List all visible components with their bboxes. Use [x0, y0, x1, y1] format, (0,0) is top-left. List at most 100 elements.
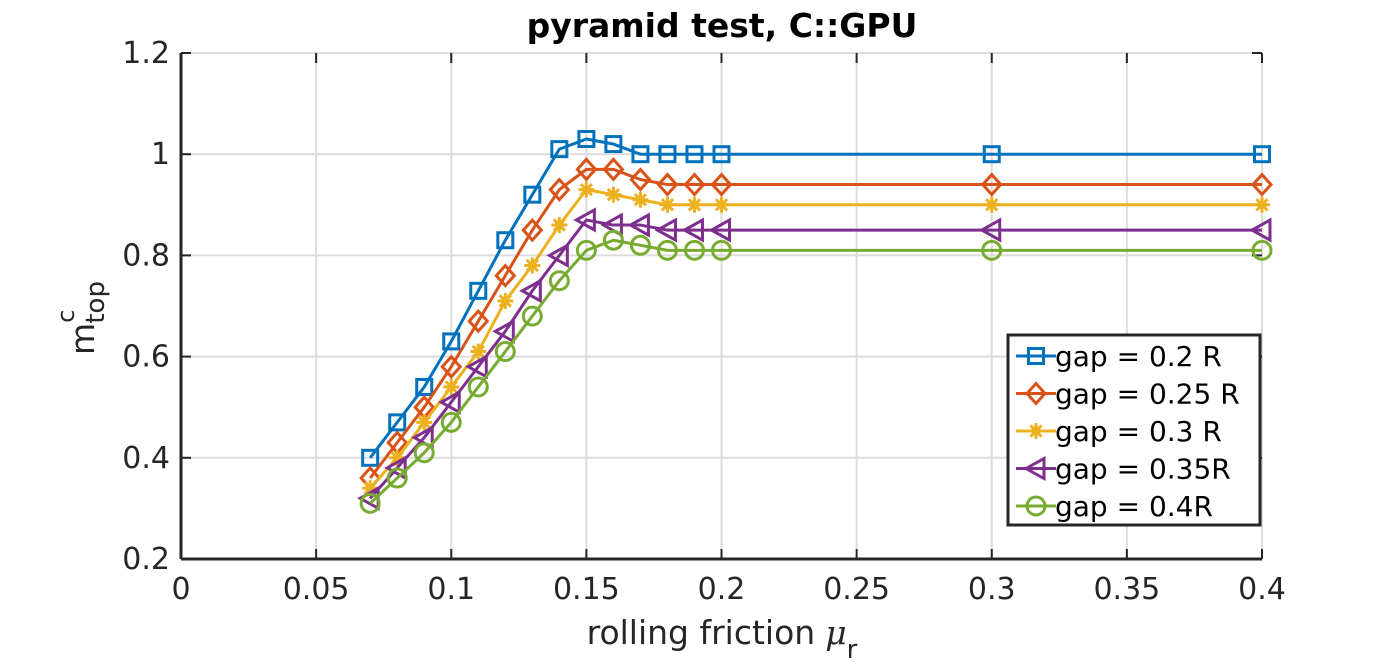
data-point [492, 318, 515, 344]
data-point [416, 414, 433, 431]
data-point [388, 413, 407, 432]
legend-label: gap = 0.3 R [1055, 415, 1222, 448]
data-point [551, 217, 568, 234]
data-point [686, 196, 703, 213]
y-axis-label-text: m [63, 323, 102, 355]
series-2 [362, 181, 1270, 497]
data-point [654, 217, 677, 243]
data-point [494, 263, 517, 288]
data-point [442, 332, 461, 351]
legend-marker [1022, 455, 1046, 482]
legend-entry: gap = 0.3 R [1016, 415, 1222, 448]
data-point [1253, 145, 1271, 164]
x-axis-label-subscript: r [847, 635, 858, 665]
data-point [361, 448, 380, 467]
data-point [713, 196, 730, 213]
data-point [683, 172, 706, 197]
data-point [710, 172, 733, 197]
series-4 [359, 229, 1273, 514]
legend-marker [1027, 347, 1045, 365]
legend-marker [1028, 423, 1044, 439]
x-axis-label-text: rolling friction [587, 613, 816, 652]
data-point [573, 207, 596, 233]
data-point [983, 196, 1000, 213]
legend-marker [1024, 381, 1048, 406]
y-axis-label-subscript: top [81, 281, 111, 324]
data-point [711, 239, 732, 261]
series-line [368, 167, 1262, 479]
data-point [656, 172, 679, 197]
data-point [681, 217, 704, 243]
x-axis-label-symbol: μ [825, 613, 846, 652]
data-point [659, 196, 676, 213]
legend-entry: gap = 0.25 R [1016, 378, 1240, 411]
x-tick-label: 0.15 [553, 572, 620, 607]
data-point [575, 157, 598, 182]
data-point [467, 308, 490, 334]
data-point [546, 242, 569, 268]
data-point [708, 217, 731, 243]
y-tick-label: 0.6 [122, 340, 170, 375]
x-tick-label: 0.3 [968, 572, 1016, 607]
svg-text:mctop: mctop [52, 281, 111, 355]
x-tick-label: 0.4 [1238, 572, 1286, 607]
data-point [631, 145, 650, 164]
data-point [981, 239, 1003, 261]
y-tick-label: 0.4 [122, 441, 170, 476]
data-point [519, 278, 542, 304]
series-line [369, 188, 1262, 490]
data-point [1251, 239, 1273, 261]
x-axis-label: rolling friction μr [587, 613, 858, 665]
series-group [357, 130, 1274, 514]
x-tick-label: 0.1 [427, 572, 475, 607]
data-point [629, 167, 652, 192]
data-point [575, 239, 597, 261]
data-point [1250, 172, 1274, 197]
data-point [521, 217, 544, 243]
x-tick-labels: 0 0.05 0.1 0.15 0.2 0.25 0.3 0.35 0.4 [171, 572, 1285, 607]
data-point [548, 177, 571, 202]
data-point [440, 354, 463, 379]
data-point [656, 239, 678, 261]
y-tick-label: 0.2 [122, 542, 170, 577]
y-tick-labels: 0.2 0.4 0.6 0.8 1 1.2 [122, 36, 170, 577]
data-point [467, 376, 489, 398]
data-point [470, 343, 487, 360]
legend-entry: gap = 0.2 R [1016, 340, 1222, 373]
data-point [712, 145, 731, 164]
data-point [384, 455, 407, 481]
data-point [438, 389, 461, 415]
data-point [415, 377, 434, 396]
data-point [602, 229, 624, 251]
series-1 [359, 157, 1274, 491]
x-tick-label: 0 [171, 572, 190, 607]
data-point [496, 231, 515, 250]
data-point [602, 157, 625, 182]
data-point [524, 257, 541, 274]
data-point [443, 378, 460, 395]
y-axis-label-superscript: c [52, 310, 80, 323]
data-point [1248, 217, 1272, 243]
data-point [413, 442, 435, 464]
series-0 [361, 130, 1271, 467]
legend-label: gap = 0.35R [1055, 453, 1231, 486]
data-point [523, 185, 542, 204]
data-point [494, 341, 516, 363]
y-tick-label: 1.2 [122, 36, 170, 71]
x-tick-label: 0.35 [1093, 572, 1160, 607]
data-point [604, 135, 623, 154]
data-point [386, 467, 408, 489]
series-line [369, 238, 1262, 505]
data-point [469, 281, 488, 300]
legend-label: gap = 0.4R [1055, 490, 1213, 523]
data-point [359, 492, 381, 514]
data-point [548, 270, 570, 292]
legend-label: gap = 0.25 R [1055, 378, 1240, 411]
x-tick-label: 0.25 [823, 572, 890, 607]
data-point [465, 354, 488, 380]
data-point [683, 239, 705, 261]
data-point [632, 191, 649, 208]
data-point [550, 140, 569, 159]
legend-label: gap = 0.2 R [1055, 340, 1222, 373]
